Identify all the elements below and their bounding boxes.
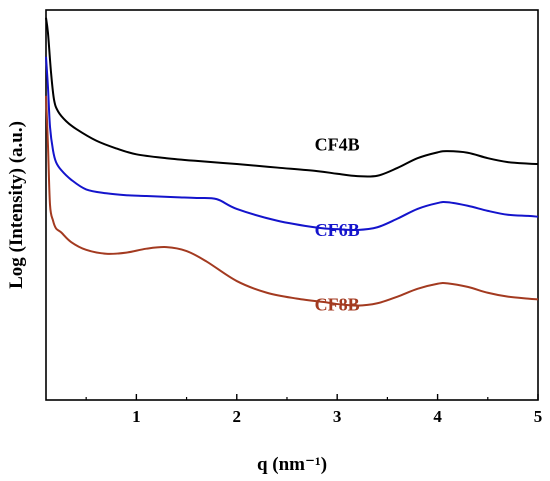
x-axis-label: q (nm⁻¹)	[257, 454, 327, 475]
x-tick-label-1: 1	[132, 407, 141, 426]
x-tick-label-4: 4	[433, 407, 442, 426]
plot-area	[45, 9, 539, 401]
labels-layer: CF4B CF6B CF8B	[315, 134, 360, 314]
series-label-cf8b: CF8B	[315, 294, 360, 314]
series-line-cf6b	[45, 56, 539, 232]
plot-frame	[45, 9, 539, 401]
series-label-cf4b: CF4B	[315, 134, 360, 154]
y-axis-label: Log (Intensity) (a.u.)	[6, 121, 27, 289]
x-axis-ticks: 1 2 3 4 5	[85, 394, 543, 426]
x-tick-label-3: 3	[333, 407, 342, 426]
series-layer	[45, 17, 539, 307]
x-tick-label-5: 5	[534, 407, 543, 426]
series-line-cf8b	[45, 95, 539, 307]
series-label-cf6b: CF6B	[315, 220, 360, 240]
x-tick-label-2: 2	[233, 407, 242, 426]
series-line-cf4b	[45, 17, 539, 178]
